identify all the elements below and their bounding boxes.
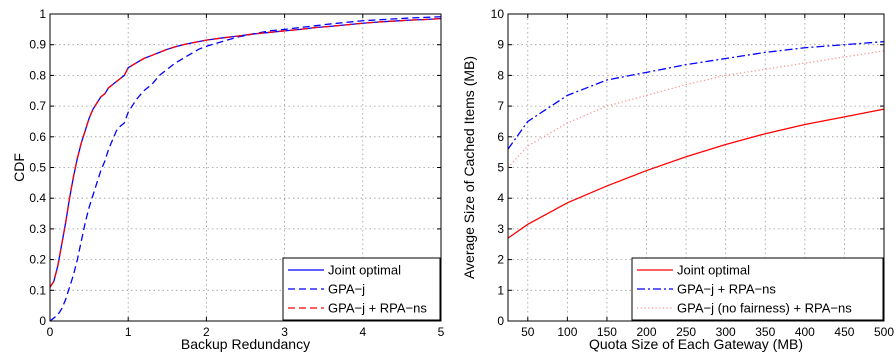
series-group	[507, 40, 885, 239]
y-tick-label: 0.8	[29, 68, 46, 82]
series-line-1	[507, 108, 885, 239]
y-axis-label: Average Size of Cached Items (MB)	[461, 56, 477, 279]
y-tick-label: 0.6	[29, 130, 46, 144]
legend-label-2: GPA−j	[328, 282, 365, 297]
series-group	[49, 16, 442, 322]
x-tick-label: 500	[874, 325, 894, 339]
legend-box	[631, 257, 884, 321]
y-tick-label: 2	[497, 253, 504, 267]
legend-label-2: GPA−j + RPA−ns	[677, 282, 776, 297]
y-tick-label: 4	[497, 191, 504, 205]
y-tick-label: 8	[497, 68, 504, 82]
x-tick-label: 150	[597, 325, 617, 339]
legend: Joint optimal GPA−j GPA−j + RPA−ns	[282, 257, 441, 321]
y-tick-label: 0.5	[29, 161, 46, 175]
y-tick-label: 0	[39, 314, 46, 328]
y-tick-label: 0.4	[29, 191, 46, 205]
y-tick-label: 0.3	[29, 222, 46, 236]
x-tick-label: 50	[521, 325, 535, 339]
x-tick-label: 100	[557, 325, 577, 339]
y-axis-label: CDF	[11, 153, 27, 182]
legend-label-3: GPA−j + RPA−ns	[328, 301, 427, 316]
x-tick-label: 350	[755, 325, 775, 339]
x-axis-label: Quota Size of Each Gateway (MB)	[589, 336, 803, 352]
legend-label-1: Joint optimal	[677, 263, 750, 278]
series-line-2	[507, 40, 885, 150]
x-tick-label: 3	[281, 325, 288, 339]
y-tick-label: 10	[491, 7, 505, 21]
x-tick-label: 5	[438, 325, 445, 339]
x-tick-label: 200	[637, 325, 657, 339]
series-line-2	[49, 16, 442, 322]
y-tick-label: 1	[39, 7, 46, 21]
x-tick-label: 1	[125, 325, 132, 339]
series-line-3	[49, 17, 442, 288]
axes-frame	[49, 13, 442, 322]
y-tick-label: 0.7	[29, 99, 46, 113]
x-tick-label: 4	[359, 325, 366, 339]
x-tick-label: 450	[834, 325, 854, 339]
legend-label-3: GPA−j (no fairness) + RPA−ns	[677, 301, 852, 316]
axes-frame	[507, 13, 885, 322]
series-line-3	[507, 50, 885, 168]
legend-box	[282, 257, 441, 321]
x-tick-label: 2	[203, 325, 210, 339]
y-tick-label: 5	[497, 161, 504, 175]
grid-lines	[50, 14, 441, 321]
y-tick-label: 3	[497, 222, 504, 236]
grid-lines	[508, 14, 884, 321]
x-tick-label: 0	[47, 325, 54, 339]
y-tick-label: 0.9	[29, 38, 46, 52]
y-tick-label: 0.2	[29, 253, 46, 267]
y-tick-label: 0.1	[29, 283, 46, 297]
y-tick-label: 6	[497, 130, 504, 144]
x-tick-label: 300	[716, 325, 736, 339]
y-tick-label: 1	[497, 283, 504, 297]
y-tick-label: 9	[497, 38, 504, 52]
cached-size-chart: 0 1 2 3 4 5 6 7 8 9 10 50 100 150 200 250 300 350 400 450 50…	[461, 7, 894, 352]
y-tick-label: 0	[497, 314, 504, 328]
legend-label-1: Joint optimal	[328, 263, 401, 278]
x-tick-label: 400	[795, 325, 815, 339]
x-axis-label: Backup Redundancy	[181, 336, 310, 352]
cdf-chart: 0 0.1 0.2 0.3 0.4 0.5 0.6 0.7 0.8 0.9 1 0 1 2 3 4 5 Backu…	[11, 7, 445, 352]
x-tick-label: 250	[676, 325, 696, 339]
y-tick-label: 7	[497, 99, 504, 113]
legend: Joint optimal GPA−j + RPA−ns GPA−j (no fai…	[631, 257, 884, 321]
